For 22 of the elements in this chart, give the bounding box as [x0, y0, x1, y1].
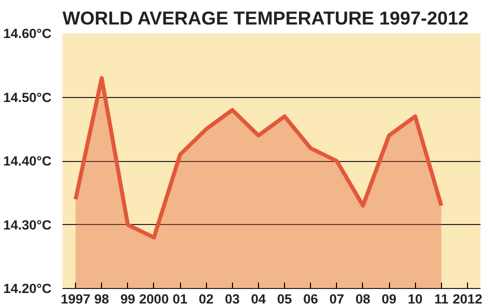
x-tick-label: 10: [408, 292, 423, 306]
y-tick-label: 14.60°C: [3, 26, 52, 41]
x-tick-label: 02: [198, 292, 214, 306]
y-tick-label: 14.20°C: [3, 281, 52, 296]
x-tick-label: 2000: [139, 292, 169, 306]
x-tick-label: 99: [120, 292, 136, 306]
chart-title: WORLD AVERAGE TEMPERATURE 1997-2012: [62, 8, 469, 28]
x-tick-label: 05: [277, 292, 293, 306]
x-tick-label: 1997: [60, 292, 90, 306]
x-tick-label: 2012: [452, 292, 482, 306]
x-tick-label: 98: [94, 292, 110, 306]
y-tick-label: 14.50°C: [3, 90, 52, 105]
x-tick-label: 08: [356, 292, 370, 306]
x-tick-label: 06: [303, 292, 318, 306]
x-tick-label: 09: [382, 292, 396, 306]
y-tick-label: 14.40°C: [3, 154, 52, 168]
x-tick-label: 03: [224, 292, 240, 306]
y-tick-label: 14.30°C: [3, 217, 52, 232]
x-tick-label: 11: [434, 292, 449, 306]
x-tick-label: 04: [251, 292, 266, 306]
x-tick-label: 07: [329, 292, 344, 306]
x-tick-label: 01: [172, 292, 188, 306]
